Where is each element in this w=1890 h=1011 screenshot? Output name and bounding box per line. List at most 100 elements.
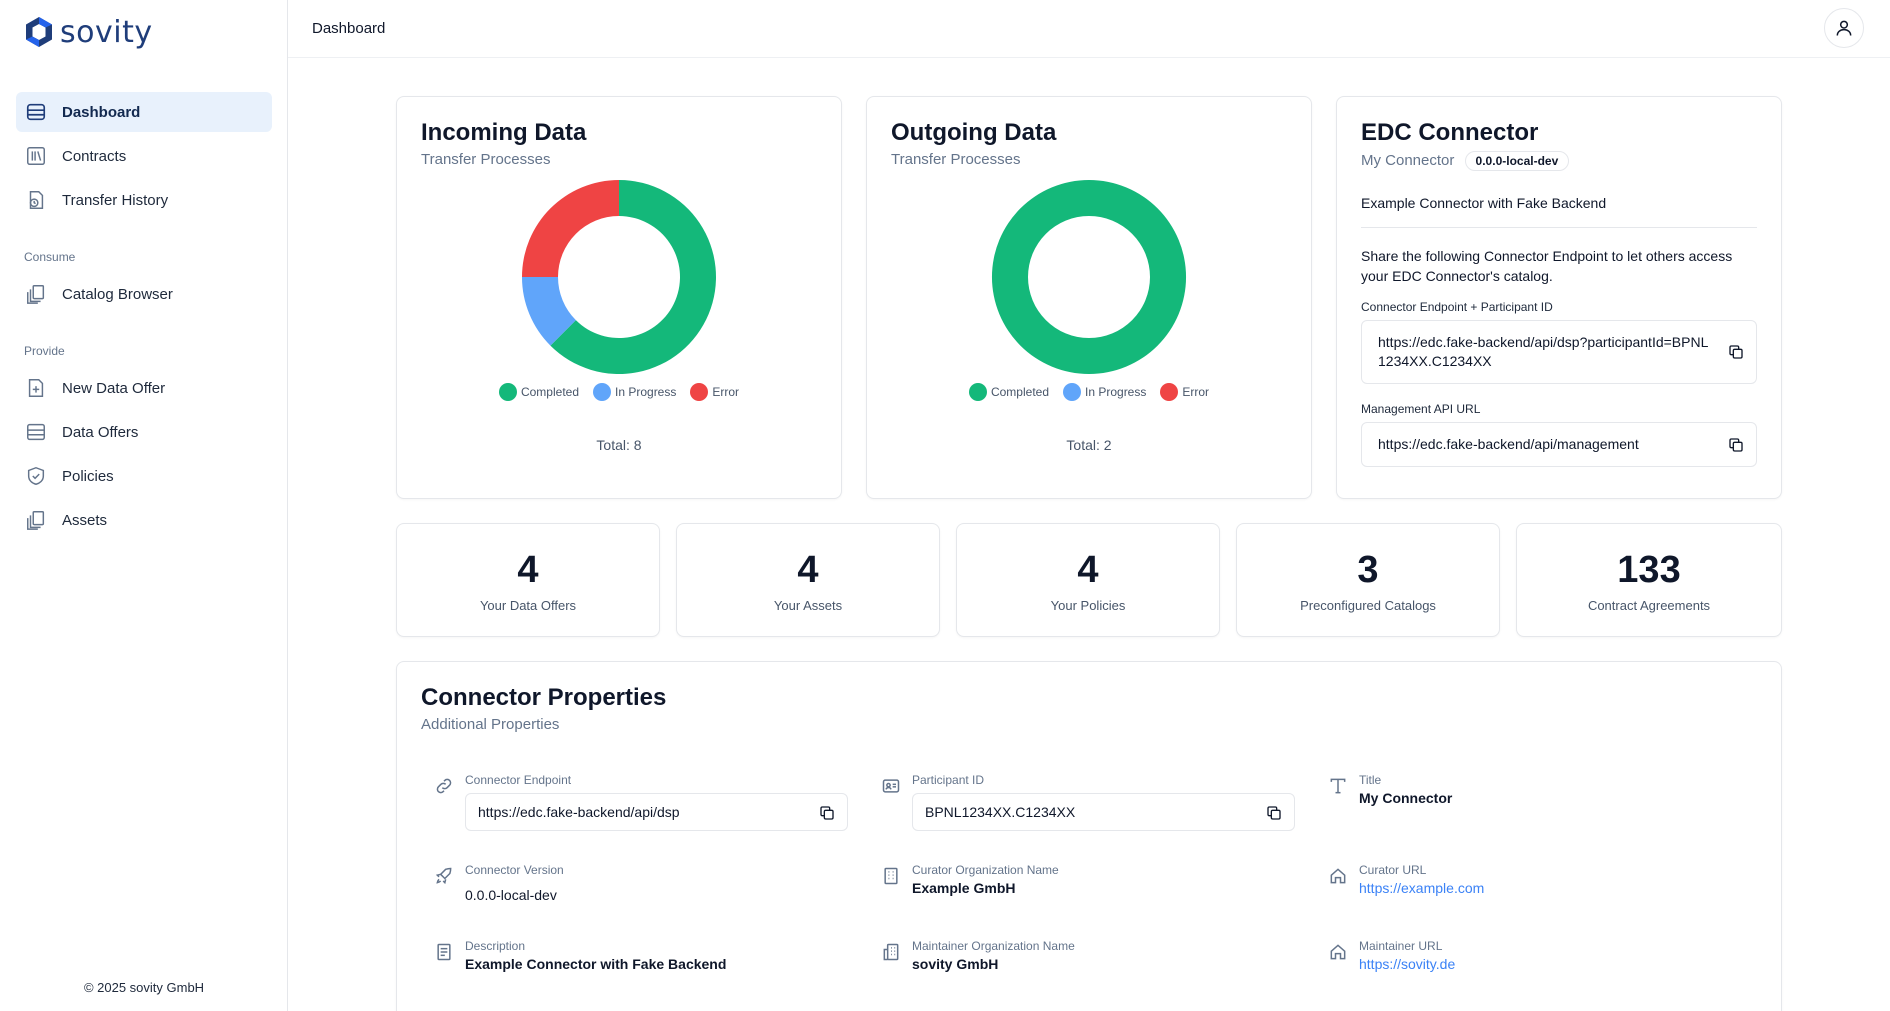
stat-card-catalogs[interactable]: 3 Preconfigured Catalogs (1236, 523, 1500, 637)
prop-label: Curator Organization Name (912, 863, 1059, 877)
prop-value: My Connector (1359, 790, 1453, 806)
prop-curator-org: Curator Organization Name Example GmbH (880, 863, 1059, 896)
sidebar-item-contracts[interactable]: Contracts (16, 136, 272, 176)
legend-dot-in-progress (593, 383, 611, 401)
page-title: Dashboard (312, 20, 386, 37)
catalog-icon (24, 282, 48, 306)
new-document-icon (24, 376, 48, 400)
incoming-data-card: Incoming Data Transfer Processes Complet… (396, 96, 842, 499)
maintainer-url-link[interactable]: https://sovity.de (1359, 956, 1456, 972)
endpoint-value: https://edc.fake-backend/api/dsp?partici… (1378, 334, 1709, 369)
legend-label: In Progress (1085, 385, 1147, 399)
legend-in-progress[interactable]: In Progress (593, 383, 676, 401)
mgmt-value: https://edc.fake-backend/api/management (1378, 436, 1639, 452)
legend-error[interactable]: Error (1160, 383, 1209, 401)
copy-icon[interactable] (819, 805, 835, 821)
donut-slice-error[interactable] (522, 180, 619, 277)
incoming-donut-chart (522, 180, 716, 374)
donut-slice-completed[interactable] (991, 179, 1187, 374)
legend-in-progress[interactable]: In Progress (1063, 383, 1146, 401)
sidebar-item-dashboard[interactable]: Dashboard (16, 92, 272, 132)
id-card-icon (880, 775, 902, 797)
copy-icon[interactable] (1728, 437, 1744, 453)
logo-text: sovity (60, 14, 153, 50)
connector-name-row: My Connector 0.0.0-local-dev (1361, 151, 1757, 171)
edc-connector-card: EDC Connector My Connector 0.0.0-local-d… (1336, 96, 1782, 499)
legend-label: In Progress (615, 385, 677, 399)
stat-card-data-offers[interactable]: 4 Your Data Offers (396, 523, 660, 637)
user-icon (1836, 20, 1852, 36)
participant-copy-field[interactable]: BPNL1234XX.C1234XX (912, 793, 1295, 831)
donut-slice-in-progress[interactable] (522, 277, 576, 346)
prop-label: Maintainer Organization Name (912, 939, 1075, 953)
prop-label: Connector Endpoint (465, 773, 572, 787)
prop-label: Maintainer URL (1359, 939, 1443, 953)
stat-value: 133 (1617, 548, 1681, 591)
prop-connector-version: Connector Version 0.0.0-local-dev (433, 863, 564, 903)
prop-title: Title My Connector (1327, 773, 1452, 806)
legend-error[interactable]: Error (690, 383, 739, 401)
text-type-icon (1327, 775, 1349, 797)
legend-completed[interactable]: Completed (968, 383, 1049, 401)
sidebar-item-label: Assets (62, 511, 108, 529)
card-title: Incoming Data (421, 119, 587, 146)
home-icon (1327, 941, 1349, 963)
copy-icon[interactable] (1728, 344, 1744, 360)
stat-value: 4 (1077, 548, 1099, 591)
prop-maintainer-url: Maintainer URL https://sovity.de (1327, 939, 1455, 972)
sidebar-item-catalog-browser[interactable]: Catalog Browser (16, 274, 272, 314)
prop-label: Participant ID (912, 773, 985, 787)
curator-url-link[interactable]: https://example.com (1359, 880, 1485, 896)
prop-label: Title (1359, 773, 1382, 787)
link-icon (433, 775, 455, 797)
connector-description: Example Connector with Fake Backend (1361, 195, 1757, 228)
total-count: Total: 8 (596, 437, 642, 453)
sidebar-item-label: Catalog Browser (62, 285, 173, 303)
top-header: Dashboard (288, 0, 1890, 58)
contracts-icon (24, 144, 48, 168)
donut-slice-completed[interactable] (550, 180, 716, 374)
sidebar-item-data-offers[interactable]: Data Offers (16, 412, 272, 452)
sidebar: sovity Dashboard Contracts Transfer Hist… (0, 0, 288, 1011)
legend-dot-error (1160, 383, 1179, 401)
prop-description: Description Example Connector with Fake … (433, 939, 726, 972)
main-nav: Dashboard Contracts Transfer History Con… (16, 92, 272, 544)
stat-value: 3 (1357, 548, 1379, 591)
data-offers-icon (24, 420, 48, 444)
connector-properties-card: Connector Properties Additional Properti… (396, 661, 1782, 1011)
sidebar-item-new-data-offer[interactable]: New Data Offer (16, 368, 272, 408)
legend-label: Completed (990, 385, 1049, 399)
incoming-donut-wrap (397, 177, 841, 377)
mgmt-copy-field[interactable]: https://edc.fake-backend/api/management (1361, 422, 1757, 467)
prop-value: sovity GmbH (912, 956, 999, 972)
sidebar-item-label: Dashboard (62, 103, 141, 121)
prop-curator-url: Curator URL https://example.com (1327, 863, 1484, 896)
stat-card-policies[interactable]: 4 Your Policies (956, 523, 1220, 637)
buildings-icon (880, 941, 902, 963)
legend-dot-completed (968, 383, 987, 401)
stat-card-assets[interactable]: 4 Your Assets (676, 523, 940, 637)
stat-label: Preconfigured Catalogs (1300, 597, 1436, 613)
legend-label: Error (712, 385, 740, 399)
building-icon (880, 865, 902, 887)
sidebar-item-label: Data Offers (62, 423, 139, 441)
endpoint-copy-field[interactable]: https://edc.fake-backend/api/dsp?partici… (1361, 320, 1757, 384)
sidebar-item-assets[interactable]: Assets (16, 500, 272, 540)
sidebar-item-label: Policies (62, 467, 114, 485)
endpoint-copy-field[interactable]: https://edc.fake-backend/api/dsp (465, 793, 848, 831)
sidebar-item-label: Contracts (62, 147, 127, 165)
logo[interactable]: sovity (24, 14, 153, 50)
outgoing-data-card: Outgoing Data Transfer Processes Complet… (866, 96, 1312, 499)
legend-dot-error (690, 383, 709, 401)
prop-value: Example Connector with Fake Backend (465, 956, 727, 972)
legend-completed[interactable]: Completed (498, 383, 579, 401)
stat-card-contract-agreements[interactable]: 133 Contract Agreements (1516, 523, 1782, 637)
user-menu-button[interactable] (1824, 8, 1864, 48)
outgoing-donut-chart (991, 179, 1187, 374)
sidebar-item-policies[interactable]: Policies (16, 456, 272, 496)
copy-icon[interactable] (1266, 805, 1282, 821)
sidebar-item-transfer-history[interactable]: Transfer History (16, 180, 272, 220)
card-subtitle: Additional Properties (421, 716, 560, 733)
stat-value: 4 (517, 548, 539, 591)
prop-label: Connector Version (465, 863, 564, 877)
